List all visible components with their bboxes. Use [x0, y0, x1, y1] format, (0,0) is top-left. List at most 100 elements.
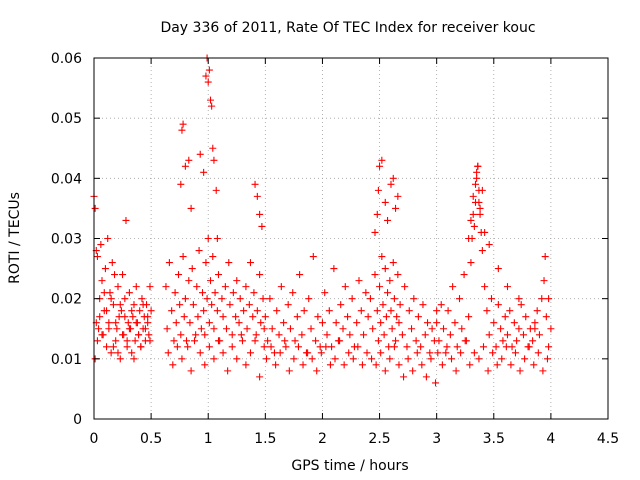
data-point — [393, 313, 401, 321]
data-point — [312, 337, 320, 345]
data-point — [264, 337, 272, 345]
data-point — [187, 204, 195, 212]
data-point — [476, 210, 484, 218]
data-point — [213, 307, 221, 315]
data-point — [285, 367, 293, 375]
data-point — [389, 174, 397, 182]
data-point — [200, 168, 208, 176]
data-point — [258, 222, 266, 230]
data-point — [125, 289, 133, 297]
data-point — [252, 331, 260, 339]
data-point — [309, 253, 317, 261]
data-point — [196, 349, 204, 357]
data-point — [465, 313, 473, 321]
data-point — [105, 325, 113, 333]
data-point — [337, 301, 345, 309]
data-point — [483, 307, 491, 315]
data-point — [541, 253, 549, 261]
data-point — [442, 349, 450, 357]
data-point — [487, 295, 495, 303]
data-point — [180, 313, 188, 321]
data-point — [394, 271, 402, 279]
data-point — [437, 301, 445, 309]
x-tick-label: 1.5 — [254, 431, 276, 447]
data-point — [469, 192, 477, 200]
data-point — [378, 253, 386, 261]
data-point — [374, 186, 382, 194]
data-point — [208, 102, 216, 110]
chart-title: Day 336 of 2011, Rate Of TEC Index for r… — [160, 20, 535, 36]
data-point — [470, 349, 478, 357]
data-point — [511, 349, 519, 357]
data-point — [116, 355, 124, 363]
x-tick-label: 1 — [204, 431, 213, 447]
data-point — [493, 361, 501, 369]
data-point — [188, 265, 196, 273]
data-point — [458, 325, 466, 333]
data-point — [221, 283, 229, 291]
data-point — [543, 355, 551, 363]
data-point — [478, 186, 486, 194]
data-point — [426, 349, 434, 357]
data-point — [286, 325, 294, 333]
data-point — [291, 337, 299, 345]
data-point — [373, 210, 381, 218]
data-point — [147, 307, 155, 315]
data-point — [529, 337, 537, 345]
data-point — [253, 192, 261, 200]
data-point — [414, 313, 422, 321]
data-point — [485, 241, 493, 249]
data-point — [386, 277, 394, 285]
data-point — [492, 343, 500, 351]
data-point — [228, 331, 236, 339]
data-point — [245, 301, 253, 309]
data-point — [440, 325, 448, 333]
data-point — [261, 313, 269, 321]
data-point — [267, 343, 275, 351]
x-tick-label: 2 — [318, 431, 327, 447]
data-point — [193, 283, 201, 291]
data-point — [219, 313, 227, 321]
data-point — [201, 331, 209, 339]
data-point — [273, 307, 281, 315]
data-point — [300, 307, 308, 315]
data-point — [517, 301, 525, 309]
data-point — [451, 319, 459, 327]
data-point — [210, 355, 218, 363]
data-point — [249, 313, 257, 321]
data-point — [145, 331, 153, 339]
data-point — [494, 265, 502, 273]
data-point — [461, 337, 469, 345]
data-point — [219, 349, 227, 357]
data-point — [181, 295, 189, 303]
data-point — [266, 295, 274, 303]
data-point — [534, 349, 542, 357]
data-point — [404, 355, 412, 363]
data-point — [457, 349, 465, 357]
data-point — [205, 343, 213, 351]
data-point — [433, 307, 441, 315]
data-point — [498, 355, 506, 363]
data-point — [304, 349, 312, 357]
data-point — [341, 283, 349, 291]
data-point — [195, 247, 203, 255]
data-point — [395, 319, 403, 327]
data-point — [189, 301, 197, 309]
data-point — [513, 337, 521, 345]
data-point — [224, 367, 232, 375]
data-point — [392, 204, 400, 212]
data-point — [240, 307, 248, 315]
data-point — [413, 349, 421, 357]
y-tick-label: 0.01 — [51, 352, 82, 368]
data-point — [290, 355, 298, 363]
data-point — [434, 349, 442, 357]
data-point — [379, 301, 387, 309]
data-point — [314, 313, 322, 321]
data-point — [499, 337, 507, 345]
data-point — [331, 355, 339, 363]
data-point — [395, 361, 403, 369]
data-point — [298, 331, 306, 339]
data-point — [107, 349, 115, 357]
data-point — [228, 343, 236, 351]
data-point — [346, 331, 354, 339]
